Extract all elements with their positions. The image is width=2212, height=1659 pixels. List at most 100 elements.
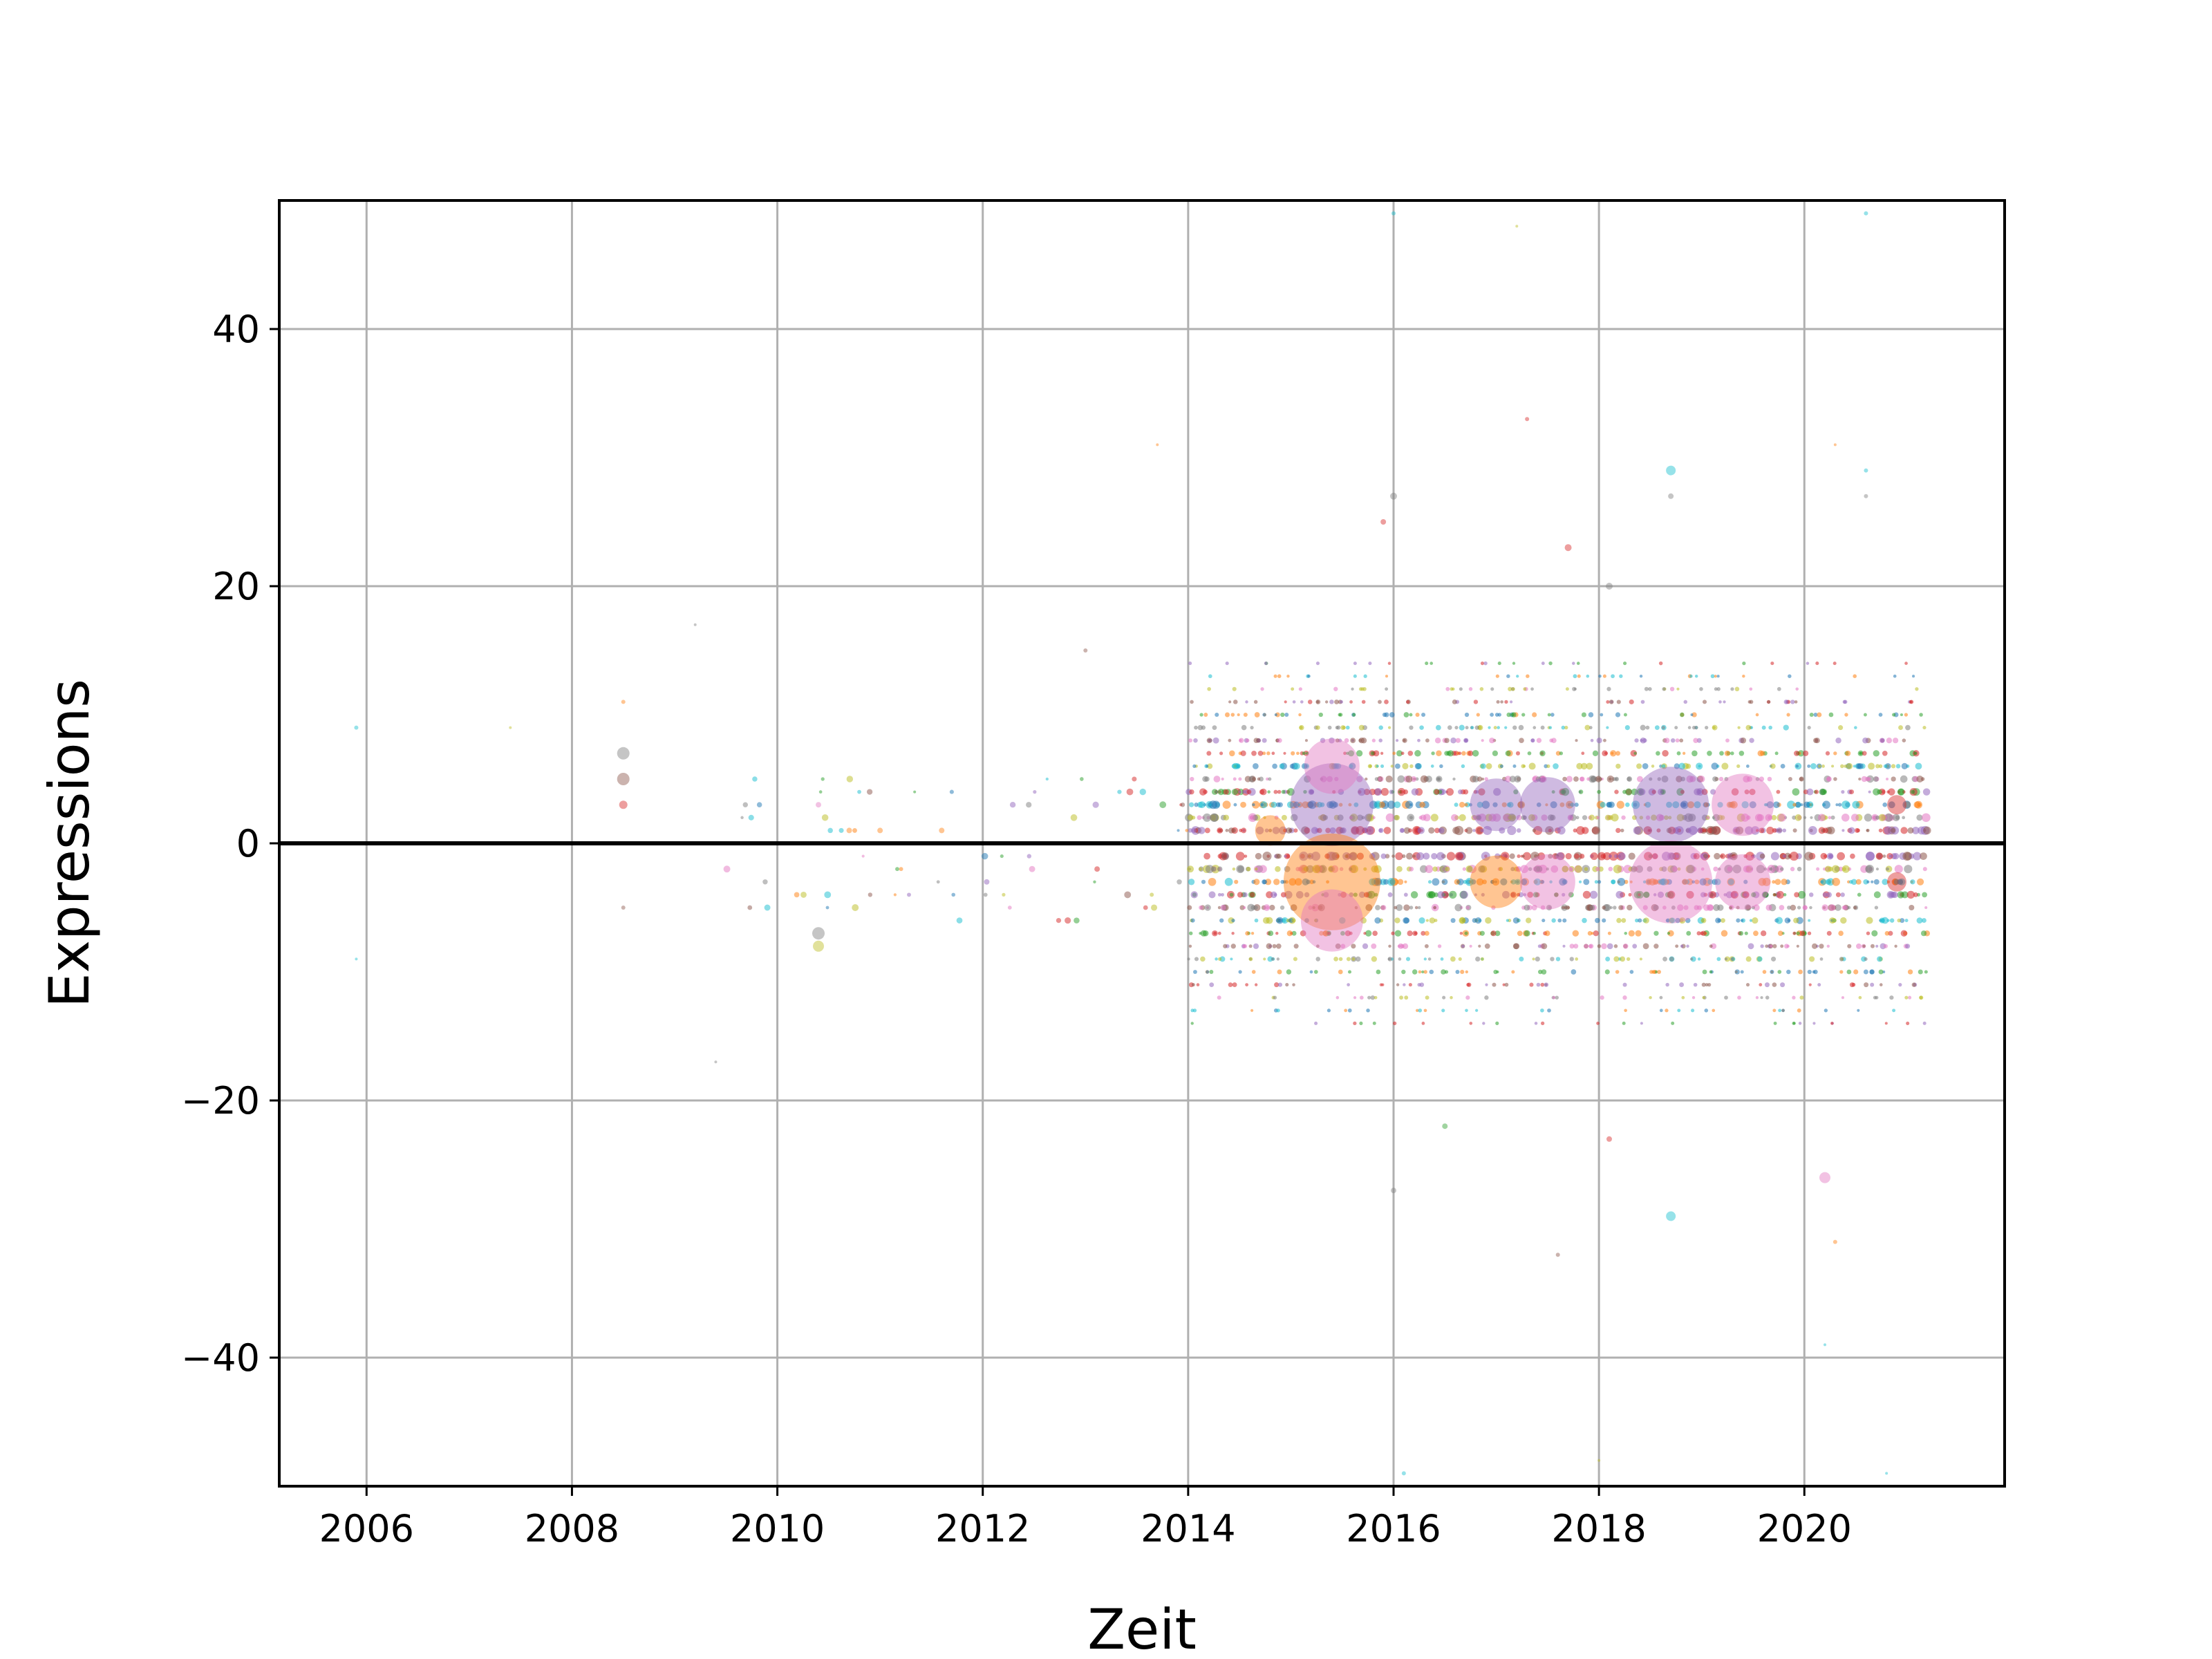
data-point	[1276, 944, 1282, 949]
data-point	[1477, 776, 1483, 782]
data-point	[1228, 982, 1233, 987]
data-point	[1662, 906, 1667, 910]
data-point	[1569, 944, 1575, 949]
data-point	[1818, 814, 1826, 822]
data-point	[1633, 767, 1709, 843]
data-point	[1239, 738, 1244, 743]
data-point	[1318, 903, 1325, 912]
data-point	[1907, 827, 1914, 834]
data-point	[907, 892, 911, 897]
data-point	[1726, 801, 1733, 808]
data-point	[1689, 674, 1693, 678]
data-point	[1521, 854, 1525, 858]
x-tick-label: 2020	[1757, 1507, 1852, 1550]
data-point	[1496, 700, 1500, 704]
data-point	[1841, 996, 1845, 1000]
data-point	[1492, 982, 1497, 987]
data-point	[1770, 944, 1773, 948]
data-point	[1617, 877, 1626, 886]
data-point	[1781, 1009, 1785, 1013]
data-point	[1863, 713, 1867, 717]
data-point	[1712, 776, 1718, 782]
data-point	[1329, 866, 1333, 872]
data-point	[1716, 675, 1720, 678]
data-point	[1029, 865, 1035, 872]
data-point	[1476, 815, 1481, 821]
data-point	[1886, 777, 1889, 781]
data-point	[1853, 969, 1859, 975]
data-point	[1660, 790, 1663, 794]
data-point	[1440, 865, 1448, 873]
data-point	[1425, 738, 1430, 743]
data-point	[1510, 712, 1517, 718]
points-layer	[354, 211, 1906, 1476]
y-tick-label: −20	[181, 1079, 260, 1123]
data-point	[1320, 776, 1327, 782]
data-point	[1772, 893, 1777, 897]
data-point	[1762, 877, 1771, 886]
data-point	[1284, 890, 1293, 899]
data-point	[1410, 891, 1418, 899]
data-point	[1714, 687, 1718, 691]
data-point	[1618, 905, 1624, 910]
data-point	[1569, 867, 1574, 872]
data-point	[1629, 880, 1633, 883]
data-point	[1514, 775, 1521, 783]
data-point	[1822, 892, 1828, 897]
data-point	[846, 827, 852, 834]
data-point	[1283, 751, 1286, 755]
data-point	[1266, 943, 1273, 950]
data-point	[1260, 801, 1268, 809]
data-point	[1718, 867, 1721, 871]
data-point	[1576, 662, 1580, 665]
data-point	[1459, 917, 1466, 924]
data-point	[1194, 725, 1198, 730]
data-point	[1573, 828, 1577, 833]
data-point	[1356, 750, 1363, 757]
data-point	[1546, 904, 1553, 911]
data-point	[1510, 891, 1517, 898]
data-point	[1751, 892, 1756, 897]
data-point	[1564, 544, 1572, 552]
data-point	[1668, 816, 1672, 820]
data-point	[1494, 853, 1501, 859]
data-point	[1622, 1021, 1626, 1025]
data-point	[1717, 918, 1722, 923]
data-point	[1596, 738, 1602, 744]
data-point	[1676, 854, 1680, 859]
data-point	[1674, 763, 1680, 769]
data-point	[1730, 751, 1734, 756]
data-point	[1654, 970, 1658, 974]
data-point	[1780, 763, 1785, 769]
data-point	[1792, 1021, 1796, 1025]
data-point	[895, 867, 899, 872]
data-point	[1208, 877, 1217, 886]
data-point	[899, 867, 903, 872]
data-point	[1221, 777, 1224, 781]
data-point	[1666, 1211, 1676, 1221]
data-point	[1551, 790, 1555, 794]
data-point	[1512, 764, 1517, 768]
data-point	[1523, 852, 1531, 861]
data-point	[1835, 892, 1841, 897]
data-point	[1442, 995, 1446, 1000]
data-point	[1481, 892, 1485, 897]
data-point	[1772, 828, 1777, 833]
data-point	[1747, 776, 1753, 782]
data-point	[1217, 827, 1224, 834]
data-point	[617, 747, 630, 760]
data-point	[1810, 763, 1817, 769]
data-point	[1848, 827, 1855, 834]
data-point	[1285, 983, 1289, 987]
data-point	[1253, 905, 1258, 910]
data-point	[1902, 738, 1906, 742]
data-point	[1669, 686, 1675, 692]
data-point	[1653, 893, 1657, 897]
data-point	[742, 802, 748, 807]
data-point	[1762, 970, 1767, 974]
data-point	[1833, 777, 1837, 781]
data-point	[1895, 764, 1901, 769]
data-point	[1643, 826, 1652, 835]
data-point	[1704, 1009, 1709, 1013]
data-point	[1583, 879, 1590, 885]
